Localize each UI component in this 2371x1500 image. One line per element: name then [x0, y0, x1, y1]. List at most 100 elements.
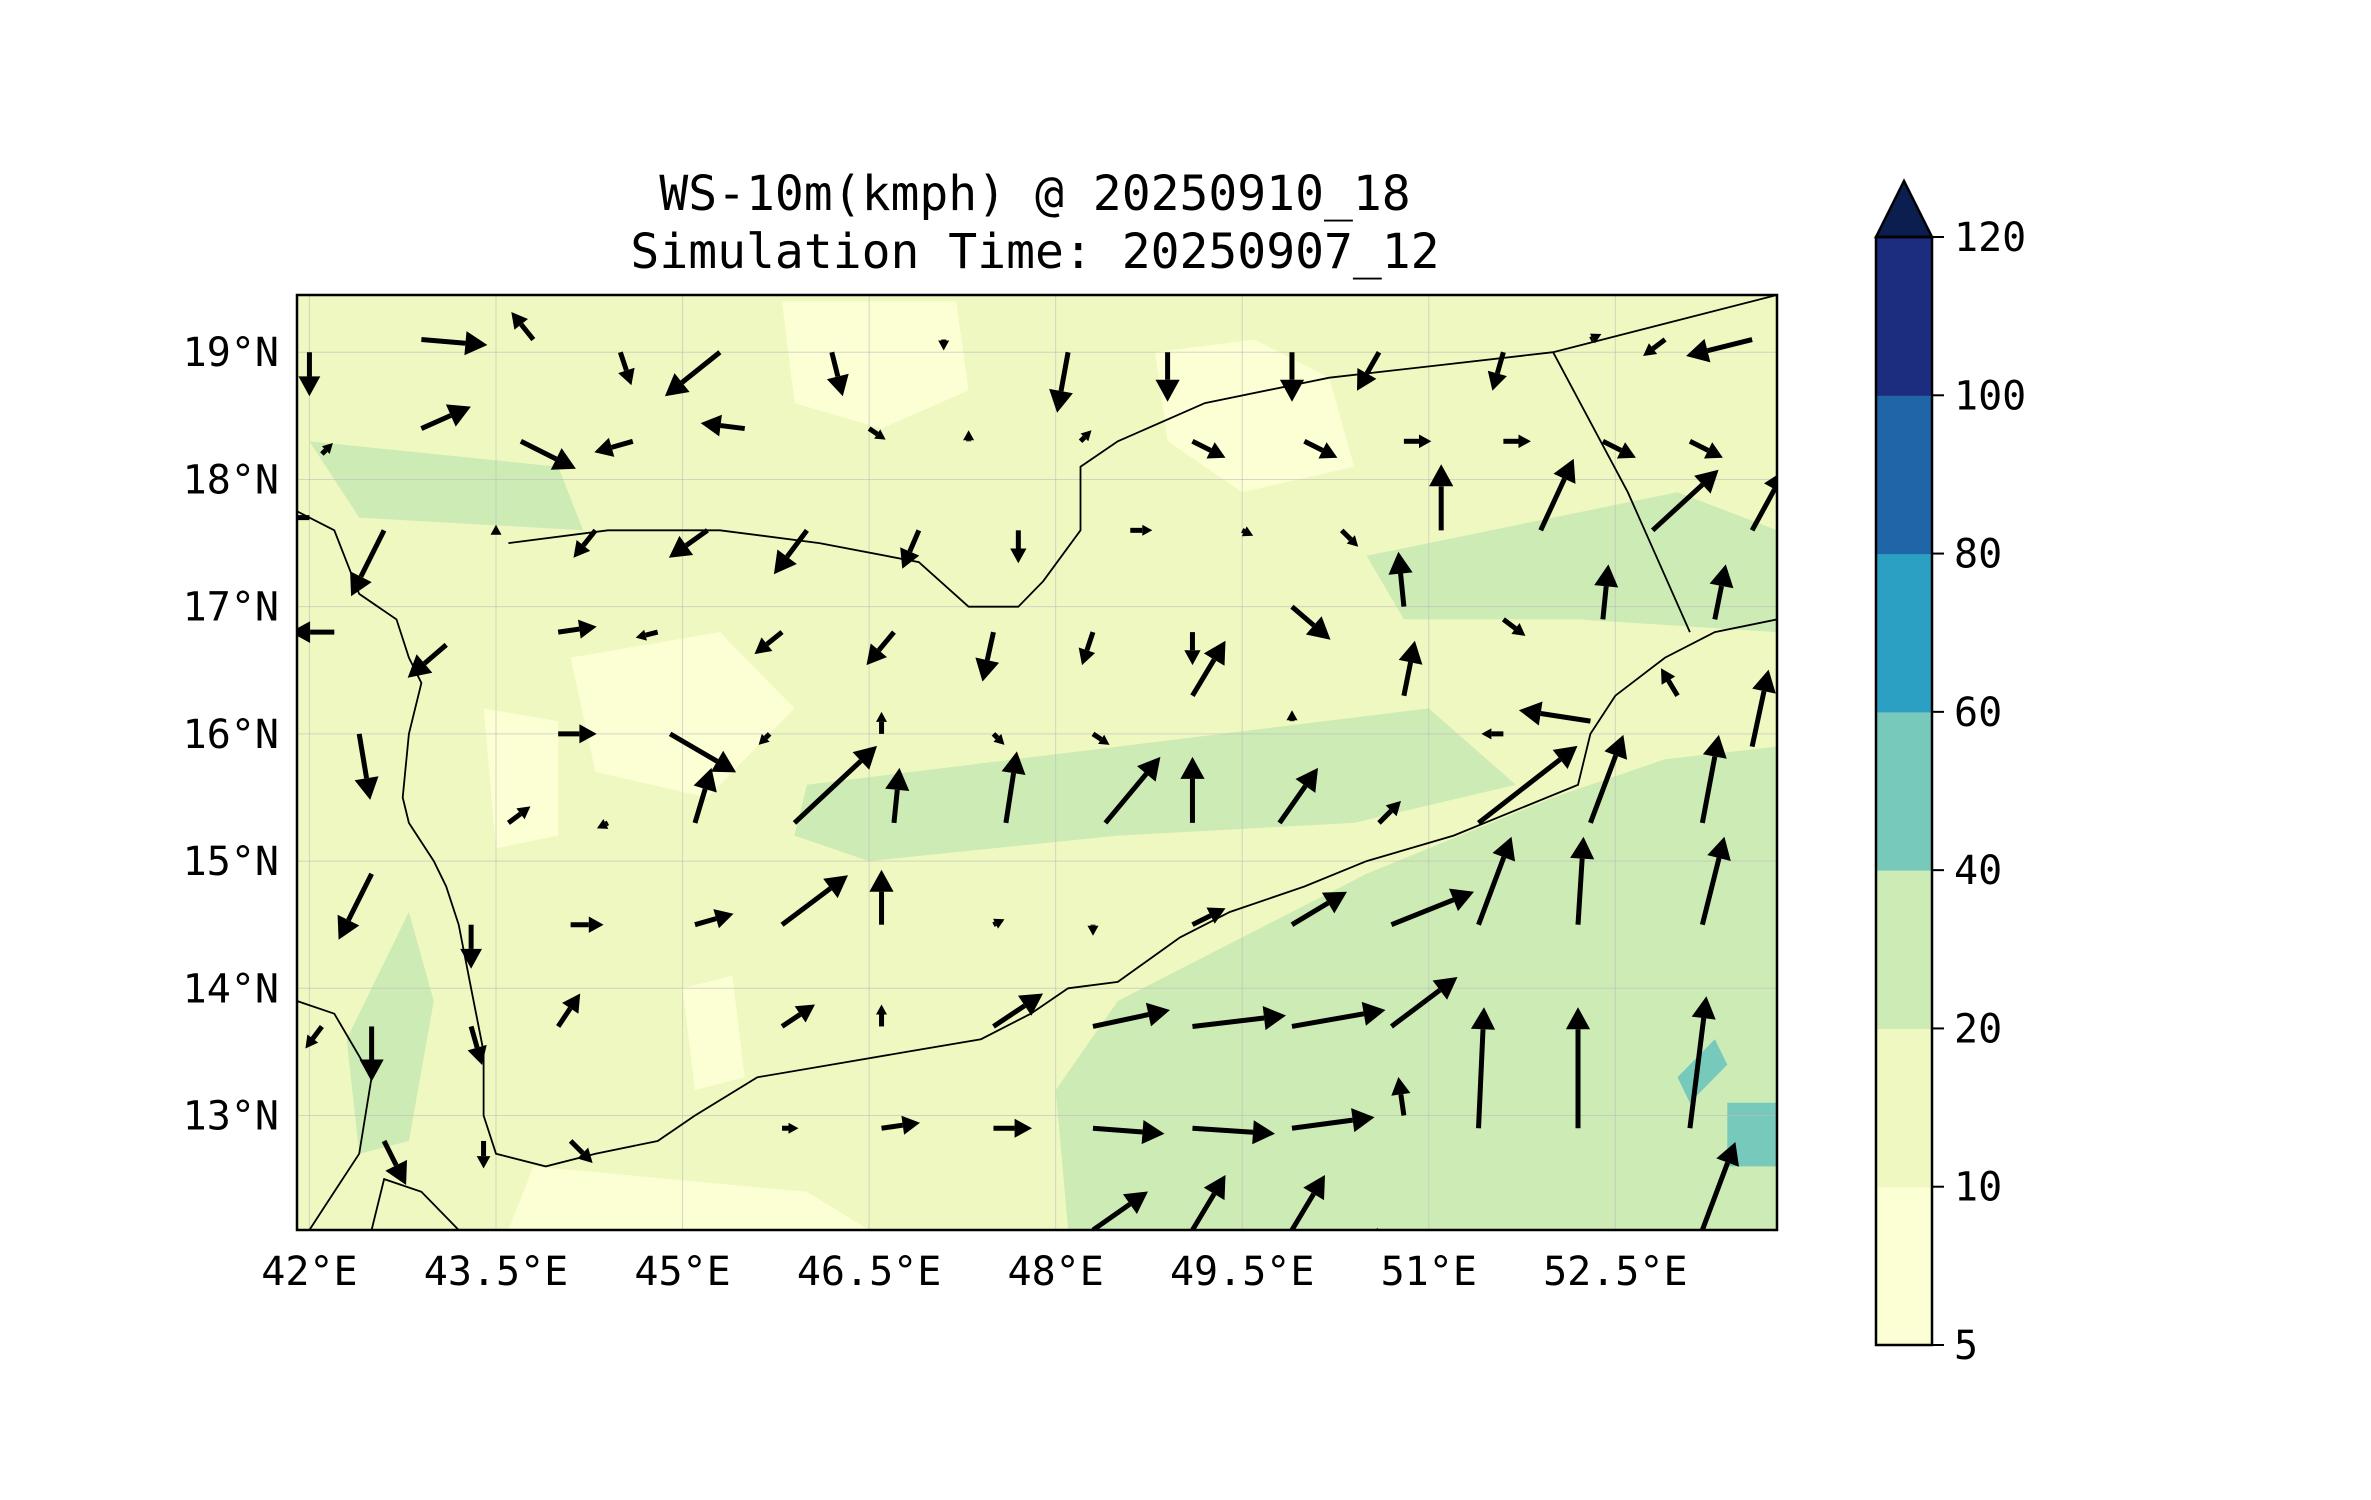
wind-arrow — [476, 1140, 491, 1169]
wind-arrow — [467, 1025, 487, 1065]
wind-arrow — [1078, 430, 1092, 444]
map-title: WS-10m(kmph) @ 20250910_18 — [659, 166, 1411, 222]
lat-tick-label: 16°N — [183, 712, 279, 758]
wind-arrow — [1289, 1175, 1325, 1230]
wind-arrow — [1291, 1108, 1375, 1133]
wind-arrow — [1290, 604, 1331, 640]
wind-arrow — [490, 524, 502, 535]
wind-arrow — [773, 528, 809, 575]
border-1 — [1552, 351, 1691, 633]
wind-arrow — [1357, 351, 1382, 391]
lon-tick-label: 51°E — [1381, 1249, 1477, 1295]
field-region-20-40-0 — [309, 441, 584, 531]
wind-arrow — [1092, 1002, 1170, 1029]
wind-arrow — [900, 529, 922, 569]
wind-arrow — [1279, 352, 1305, 402]
wind-arrow — [867, 426, 886, 440]
wind-arrow — [1049, 351, 1073, 413]
lat-tick-label: 17°N — [183, 585, 279, 631]
wind-arrow — [876, 1004, 887, 1027]
colorbar-tick-label: 120 — [1954, 215, 2026, 261]
wind-arrow — [460, 924, 482, 969]
wind-arrow — [1078, 631, 1096, 666]
lat-tick-label: 14°N — [183, 966, 279, 1012]
wind-arrow — [568, 1139, 593, 1163]
wind-arrow — [668, 731, 737, 773]
wind-arrow — [1565, 1007, 1591, 1129]
wind-arrow — [1487, 351, 1507, 391]
wind-arrow — [1518, 701, 1591, 726]
wind-arrow — [1180, 756, 1205, 823]
colorbar-tick-label: 20 — [1954, 1006, 2002, 1052]
wind-arrow — [1388, 551, 1413, 607]
colorbar-segment — [1876, 870, 1932, 1029]
wind-arrow — [1192, 1120, 1275, 1145]
lat-tick-label: 15°N — [183, 839, 279, 885]
wind-arrow — [782, 1122, 799, 1134]
wind-arrow — [876, 711, 887, 734]
wind-arrow — [780, 1004, 815, 1029]
lon-tick-label: 42°E — [261, 1249, 357, 1295]
wind-arrow — [558, 724, 597, 744]
wind-vectors — [297, 312, 1777, 1230]
field-region-20-40-1 — [794, 708, 1516, 862]
wind-arrow — [1601, 439, 1636, 459]
wind-arrow — [1391, 1077, 1411, 1116]
colorbar-tick-label: 10 — [1954, 1165, 2002, 1211]
wind-arrow — [511, 312, 536, 342]
lon-tick-label: 45°E — [634, 1249, 730, 1295]
wind-arrow — [1429, 464, 1454, 531]
wind-arrow — [1374, 1227, 1380, 1230]
wind-arrow — [1650, 469, 1719, 533]
field-region-5-10-4 — [682, 975, 745, 1091]
wind-arrow — [1686, 337, 1753, 363]
wind-arrow — [700, 414, 746, 437]
wind-arrow — [963, 430, 975, 442]
wind-arrow — [1749, 475, 1777, 532]
wind-arrow — [869, 869, 894, 925]
border-0 — [508, 295, 1777, 608]
wind-arrow — [694, 909, 734, 929]
wind-arrow — [1091, 731, 1110, 745]
wind-arrow — [758, 732, 772, 745]
wind-arrow — [320, 443, 333, 456]
wind-arrow — [354, 733, 379, 800]
wind-arrow — [1481, 728, 1504, 740]
wind-arrow — [1291, 1001, 1386, 1029]
lon-tick-label: 46.5°E — [797, 1249, 942, 1295]
wind-arrow — [1699, 836, 1731, 926]
lat-tick-label: 18°N — [183, 457, 279, 503]
wind-arrow — [1091, 1191, 1148, 1230]
wind-arrow — [1398, 640, 1423, 697]
wind-arrow — [596, 819, 610, 829]
colorbar-segment — [1876, 711, 1932, 871]
lon-tick-label: 52.5°E — [1543, 1249, 1688, 1295]
wind-arrow — [1389, 977, 1458, 1029]
lon-tick-label: 49.5°E — [1170, 1249, 1315, 1295]
colorbar-segment — [1876, 1186, 1932, 1346]
colorbar-segment — [1876, 1028, 1932, 1188]
wind-arrow — [1688, 439, 1723, 459]
wind-arrow — [754, 630, 784, 655]
latitude-ticks: 19°N 18°N 17°N 16°N 15°N 14°N 13°N — [183, 330, 279, 1139]
wind-arrow — [1470, 1007, 1496, 1129]
wind-arrow — [1538, 458, 1576, 532]
wind-arrow — [1700, 1142, 1739, 1230]
wind-arrow — [1594, 564, 1619, 620]
lon-tick-label: 43.5°E — [424, 1249, 569, 1295]
wind-arrow — [1087, 924, 1099, 936]
coastline-1 — [297, 1000, 373, 1230]
wind-arrow — [1339, 528, 1359, 547]
wind-arrow — [1010, 530, 1027, 564]
wind-arrow — [792, 745, 877, 825]
colorbar-frame — [1874, 235, 1934, 1347]
wind-arrow — [1303, 439, 1338, 459]
field-region-5-10-5 — [508, 1166, 870, 1230]
grid-lines — [297, 295, 1777, 1230]
wind-arrow — [381, 1139, 407, 1185]
wind-arrow — [570, 916, 604, 933]
longitude-ticks: 42°E 43.5°E 45°E 46.5°E 48°E 49.5°E 51°E 52.5°E — [261, 1249, 1687, 1295]
wind-arrow — [617, 351, 635, 386]
